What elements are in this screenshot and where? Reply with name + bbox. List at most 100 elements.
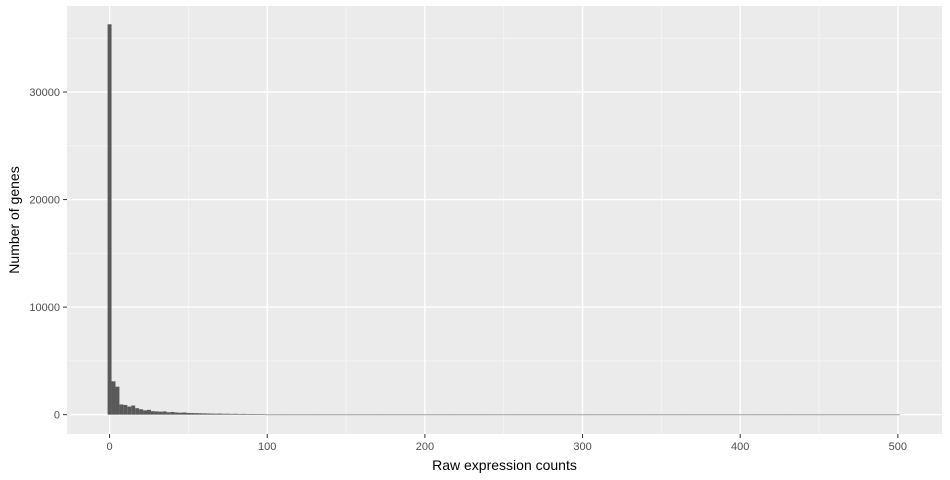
histogram-bar: [694, 414, 699, 416]
histogram-bar: [805, 414, 810, 416]
histogram-bar: [513, 414, 518, 416]
histogram-bar: [584, 414, 589, 416]
histogram-bar: [225, 413, 230, 415]
histogram-bar: [627, 414, 632, 416]
x-tick-labels: 0 100 200 300 400 500: [107, 441, 908, 453]
histogram-bar: [332, 414, 337, 416]
histogram-bar: [560, 414, 565, 416]
histogram-bar: [403, 414, 408, 416]
histogram-bar: [730, 414, 735, 416]
histogram-bar: [328, 414, 333, 416]
histogram-bar: [395, 414, 400, 416]
histogram-bar: [269, 414, 274, 416]
histogram-bar: [324, 414, 329, 416]
histogram-bar: [592, 414, 597, 416]
histogram-bar: [580, 414, 585, 416]
histogram-bar: [828, 414, 833, 416]
histogram-bar: [576, 414, 581, 416]
histogram-bar: [757, 414, 762, 416]
histogram-bar: [690, 414, 695, 416]
histogram-bar: [734, 414, 739, 416]
y-tick-label: 20000: [29, 195, 60, 207]
histogram-bar: [206, 413, 211, 415]
histogram-bar: [127, 406, 132, 415]
histogram-bar: [143, 410, 148, 415]
histogram-bar: [139, 409, 144, 415]
histogram-bar: [430, 414, 435, 416]
histogram-bar: [422, 414, 427, 416]
histogram-bar: [675, 414, 680, 416]
histogram-bar: [367, 414, 372, 416]
histogram-bar: [501, 414, 506, 416]
histogram-bar: [852, 414, 857, 416]
histogram-bar: [809, 414, 814, 416]
histogram-bar: [158, 411, 163, 415]
histogram-bar: [509, 414, 514, 416]
histogram-bar: [489, 414, 494, 416]
histogram-bar: [840, 414, 845, 416]
histogram-bar: [359, 414, 364, 416]
histogram-bar: [450, 414, 455, 416]
histogram-bar: [891, 414, 896, 416]
histogram-bar: [253, 414, 258, 415]
histogram-bar: [288, 414, 293, 416]
histogram-bar: [182, 412, 187, 415]
histogram-bar: [355, 414, 360, 416]
histogram-bar: [485, 414, 490, 416]
histogram-bar: [872, 414, 877, 416]
histogram-bar: [820, 414, 825, 416]
histogram-bar: [789, 414, 794, 416]
histogram-bar: [383, 414, 388, 416]
histogram-bar: [217, 413, 222, 415]
histogram-bar: [214, 413, 218, 415]
histogram-bar: [198, 413, 203, 415]
histogram-bar: [663, 414, 668, 416]
y-tick-labels: 0 10000 20000 30000: [29, 87, 60, 422]
histogram-bar: [895, 414, 900, 416]
histogram-bar: [525, 414, 530, 416]
histogram-bar: [348, 414, 352, 416]
histogram-bar: [683, 414, 687, 416]
histogram-bar: [888, 414, 892, 416]
histogram-bar: [387, 414, 392, 416]
histogram-bar: [718, 414, 723, 416]
histogram-bar: [608, 414, 613, 416]
histogram-bar: [505, 414, 510, 416]
histogram-bar: [612, 414, 617, 416]
histogram-bar: [643, 414, 648, 416]
histogram-bar: [600, 414, 605, 416]
histogram-bar: [241, 413, 246, 415]
histogram-bar: [178, 412, 183, 415]
histogram-bar: [549, 414, 553, 416]
histogram-bar: [304, 414, 309, 416]
histogram-bar: [698, 414, 703, 416]
x-tick-label: 400: [731, 441, 749, 453]
histogram-bar: [466, 414, 471, 416]
histogram-bar: [462, 414, 467, 416]
x-tick-label: 200: [416, 441, 434, 453]
histogram-bar: [552, 414, 557, 416]
histogram-bar: [655, 414, 660, 416]
histogram-bar: [233, 413, 238, 415]
histogram-bar: [726, 414, 731, 416]
histogram-bar: [300, 414, 305, 416]
histogram-bar: [797, 414, 802, 416]
histogram-bar: [418, 414, 423, 416]
histogram-bar: [221, 413, 226, 415]
histogram-bar: [824, 414, 829, 416]
histogram-bar: [588, 414, 593, 416]
histogram-bar: [781, 414, 786, 416]
histogram-bar: [363, 414, 368, 416]
histogram-bar: [631, 414, 636, 416]
histogram-bar: [619, 414, 624, 416]
histogram-bar: [411, 414, 416, 416]
histogram-bar: [746, 414, 751, 416]
histogram-bar: [340, 414, 345, 416]
histogram-bar: [170, 411, 175, 415]
histogram-bar: [651, 414, 656, 416]
histogram-bar: [860, 414, 865, 416]
histogram-bar: [482, 414, 486, 416]
y-tick-label: 10000: [29, 302, 60, 314]
axis-ticks: [63, 91, 899, 438]
